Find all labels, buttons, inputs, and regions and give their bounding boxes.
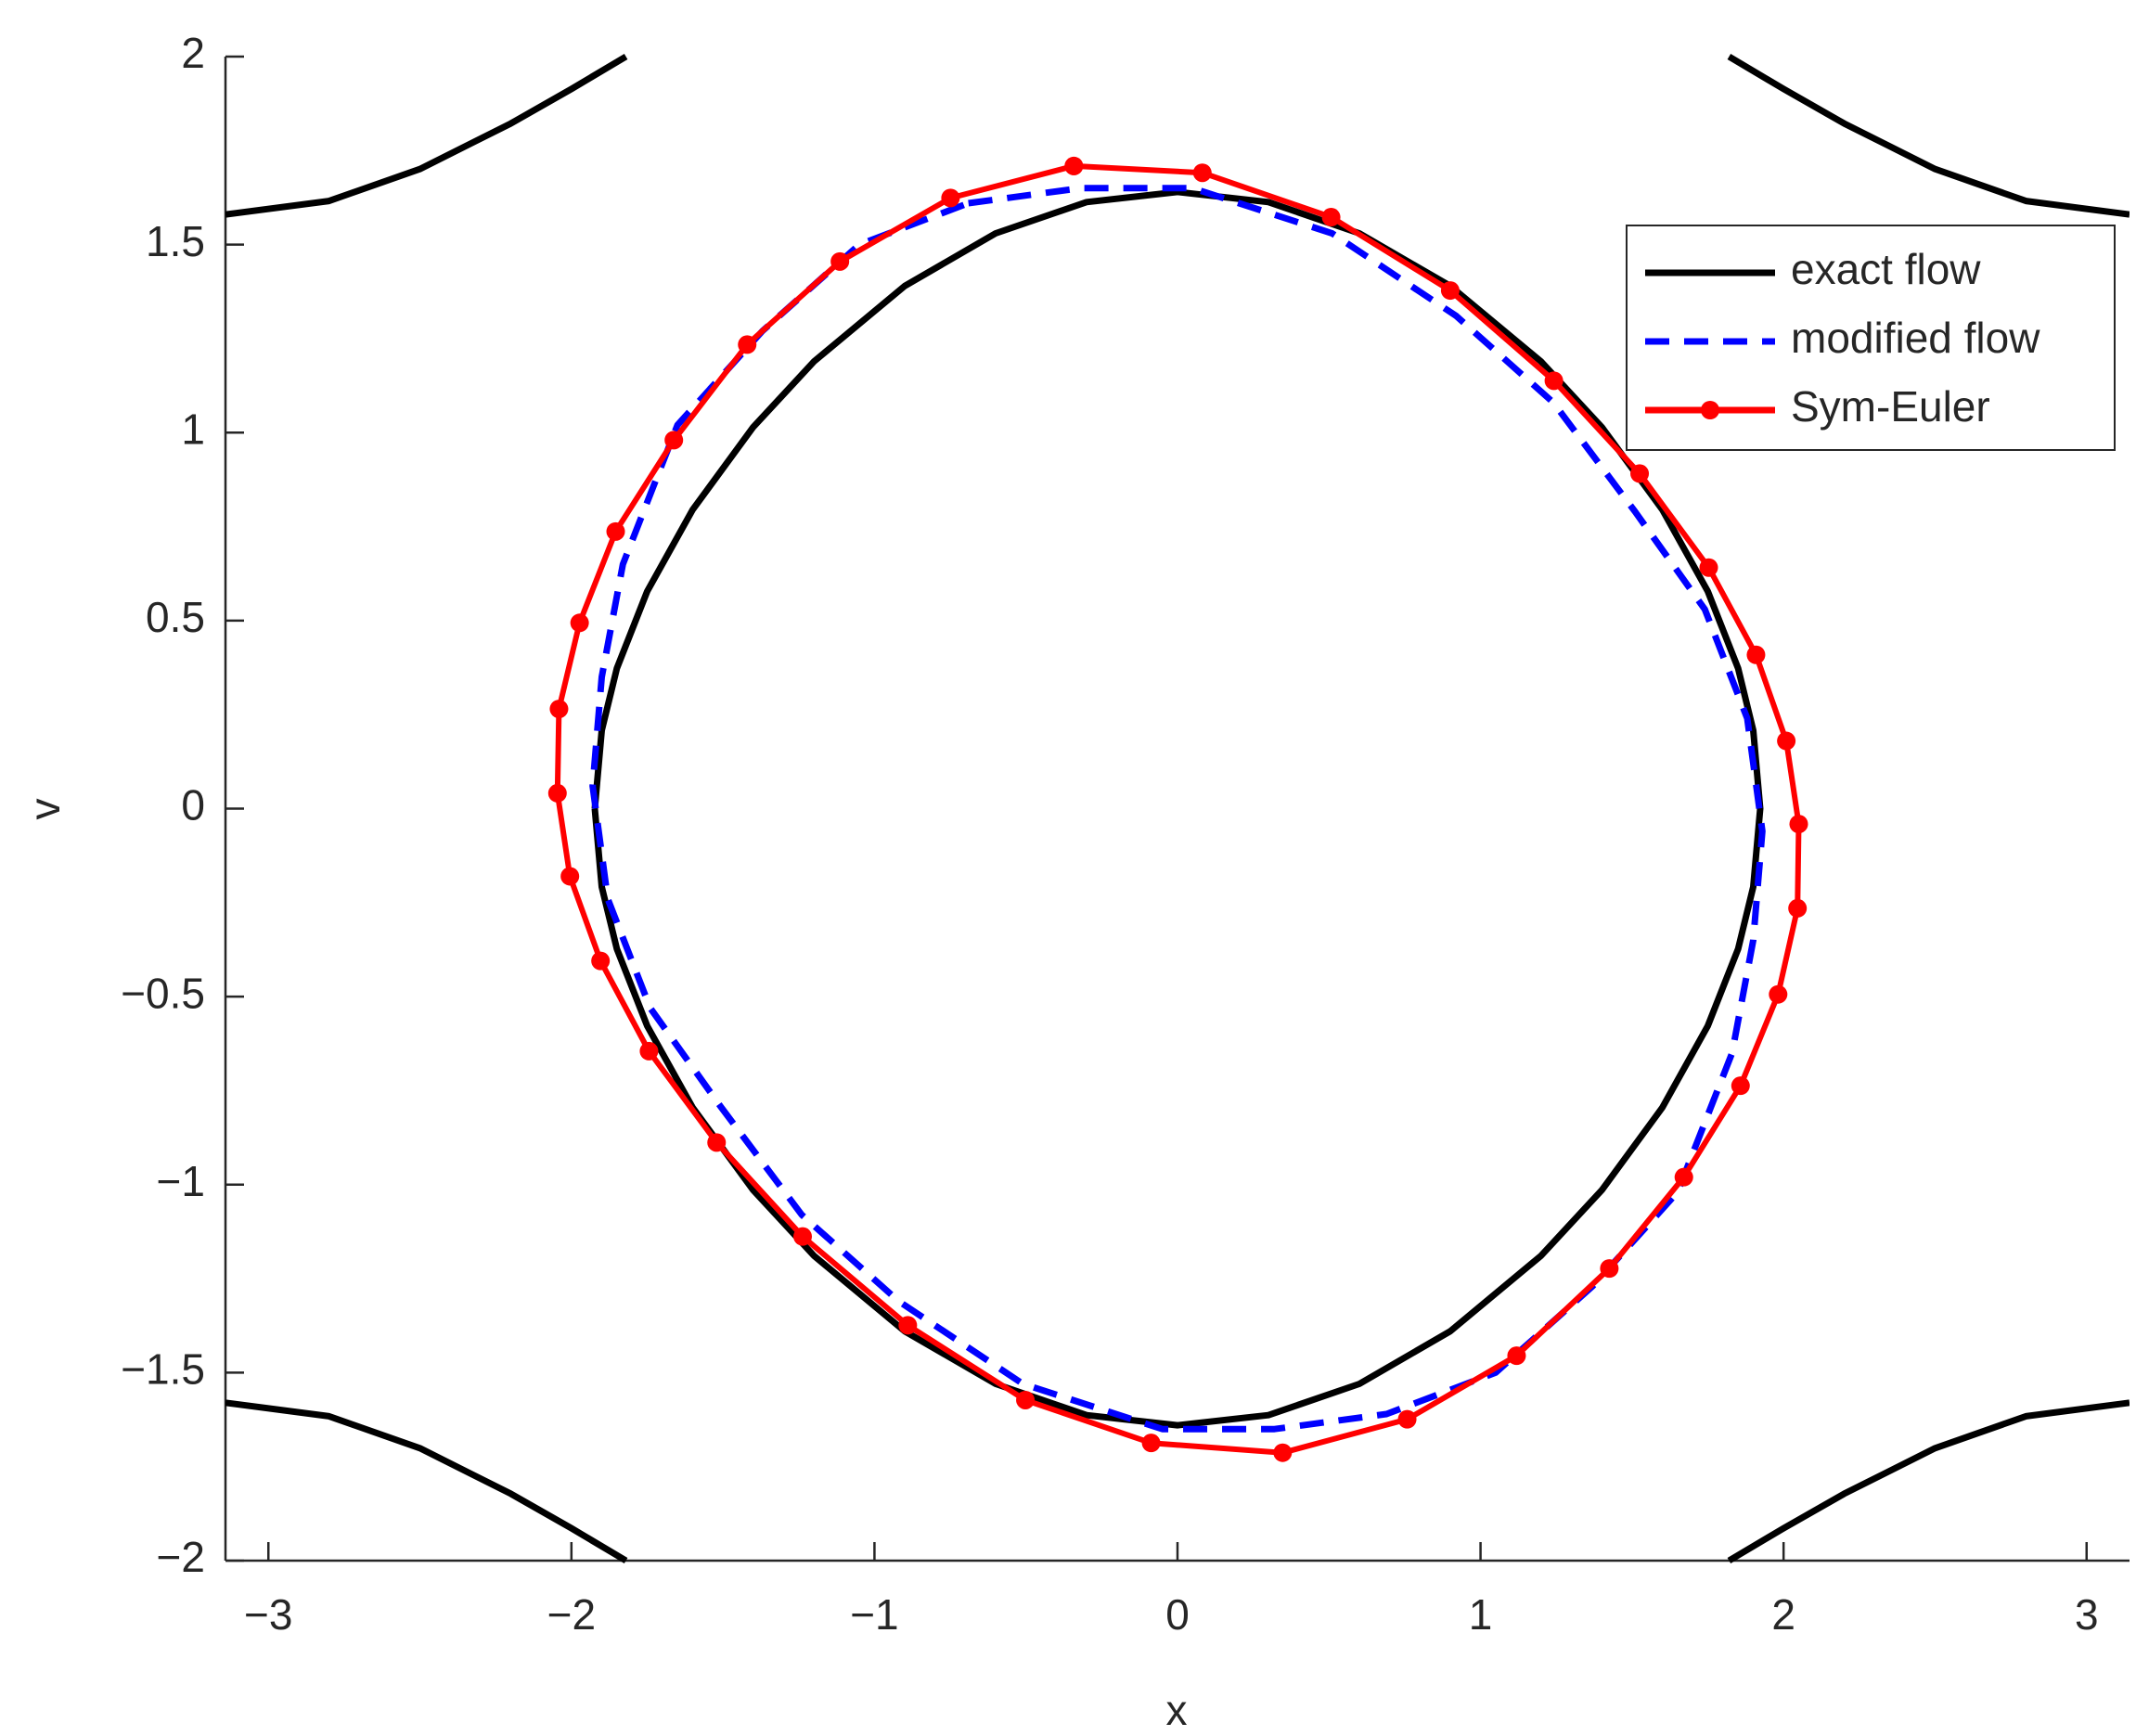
- y-tick-label: 0.5: [146, 593, 205, 641]
- x-tick-label: −1: [850, 1590, 898, 1639]
- y-axis-label: v: [20, 799, 69, 820]
- marker: [1777, 731, 1796, 751]
- marker: [1192, 163, 1212, 183]
- marker: [639, 1041, 659, 1061]
- marker: [1746, 645, 1766, 664]
- marker: [830, 251, 850, 271]
- marker: [738, 335, 757, 354]
- marker: [549, 700, 569, 719]
- marker: [1630, 464, 1650, 483]
- x-tick-label: −2: [547, 1590, 596, 1639]
- marker: [1788, 898, 1808, 918]
- series-line: [589, 185, 1766, 1433]
- marker: [1731, 1076, 1750, 1096]
- x-axis-label: x: [1166, 1686, 1188, 1734]
- marker: [707, 1133, 727, 1152]
- marker: [793, 1227, 813, 1246]
- y-tick-label: −1: [157, 1157, 205, 1205]
- x-tick-label: 2: [1771, 1590, 1795, 1639]
- marker: [1273, 1443, 1293, 1462]
- legend-label: modified flow: [1791, 314, 2040, 362]
- marker: [1016, 1390, 1036, 1409]
- legend-label: Sym-Euler: [1791, 382, 1990, 431]
- marker: [898, 1316, 918, 1335]
- marker: [547, 783, 567, 803]
- y-tick-label: −1.5: [121, 1345, 205, 1394]
- series-line: [225, 53, 2130, 1564]
- marker: [1789, 815, 1808, 834]
- y-tick-label: −2: [157, 1533, 205, 1581]
- marker: [1544, 371, 1563, 391]
- marker: [606, 521, 625, 541]
- y-tick-label: 2: [181, 29, 205, 77]
- marker: [1397, 1409, 1417, 1429]
- legend-marker: [1701, 401, 1719, 419]
- y-tick-label: −0.5: [121, 969, 205, 1017]
- marker: [1321, 208, 1341, 227]
- x-tick-label: −3: [244, 1590, 292, 1639]
- legend-label: exact flow: [1791, 245, 1981, 293]
- y-tick-label: 1.5: [146, 217, 205, 265]
- plot-area: [225, 53, 2130, 1564]
- x-tick-label: 3: [2075, 1590, 2099, 1639]
- x-tick-label: 1: [1469, 1590, 1493, 1639]
- marker: [560, 867, 580, 886]
- marker: [1064, 156, 1084, 175]
- marker: [1600, 1259, 1619, 1279]
- marker: [1769, 984, 1788, 1004]
- marker: [1674, 1167, 1693, 1187]
- marker: [591, 951, 611, 971]
- marker: [1699, 558, 1718, 577]
- marker: [941, 188, 960, 208]
- y-tick-label: 1: [181, 405, 205, 453]
- marker: [1507, 1346, 1526, 1366]
- x-tick-label: 0: [1165, 1590, 1190, 1639]
- y-tick-label: 0: [181, 781, 205, 829]
- marker: [1141, 1434, 1161, 1453]
- marker: [664, 431, 684, 450]
- marker: [570, 613, 589, 633]
- marker: [1440, 281, 1460, 301]
